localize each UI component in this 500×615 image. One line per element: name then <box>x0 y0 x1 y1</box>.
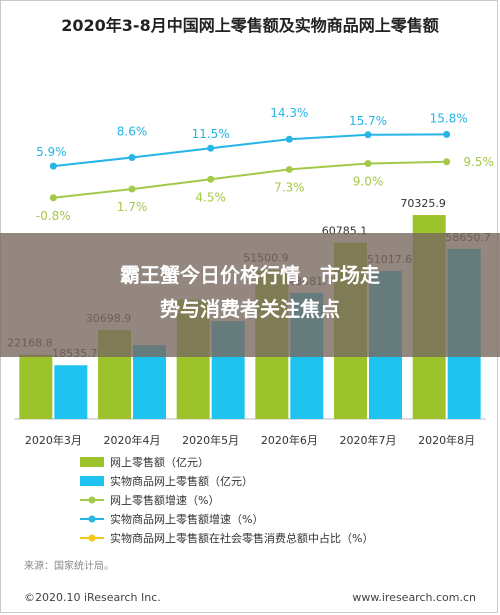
physical-growth-line-point <box>443 130 451 138</box>
source-note: 来源：国家统计局。 <box>24 561 114 572</box>
legend-bar-swatch <box>80 457 104 467</box>
online-growth-line-label: 9.5% <box>463 155 494 169</box>
chart-title: 2020年3-8月中国网上零售额及实物商品网上零售额 <box>61 16 439 35</box>
legend-label: 实物商品网上零售额（亿元） <box>110 474 253 488</box>
physical-growth-line-point <box>285 135 293 143</box>
online-growth-line-label: 7.3% <box>274 180 305 194</box>
physical-growth-line-point <box>49 162 57 170</box>
legend-label: 网上零售额增速（%） <box>110 493 219 507</box>
physical-growth-line-label: 5.9% <box>36 145 67 159</box>
online-growth-line <box>53 160 447 199</box>
physical-growth-line-point <box>128 153 136 161</box>
legend-label: 网上零售额（亿元） <box>110 455 209 469</box>
online-growth-line-point <box>128 185 136 193</box>
online-retail-bar <box>19 354 53 419</box>
headline-text: 霸王蟹今日价格行情，市场走 势与消费者关注焦点 <box>0 258 500 326</box>
online-retail-bar-label: 70325.9 <box>400 197 446 210</box>
physical-growth-line-point <box>207 144 215 152</box>
x-tick-label: 2020年7月 <box>340 433 397 447</box>
x-tick-label: 2020年3月 <box>25 433 82 447</box>
physical-growth-line <box>53 133 447 168</box>
headline-line-2: 势与消费者关注焦点 <box>160 297 340 321</box>
physical-growth-line-label: 8.6% <box>117 124 148 138</box>
physical-growth-line-label: 11.5% <box>192 127 230 141</box>
online-growth-line-point <box>364 160 372 167</box>
physical-goods-bar <box>133 345 166 419</box>
physical-goods-bar <box>54 365 88 419</box>
website-link[interactable]: www.iresearch.com.cn <box>352 591 476 604</box>
online-growth-line-point <box>49 194 57 202</box>
online-growth-line-label: 9.0% <box>353 175 384 189</box>
online-growth-line-label: 4.5% <box>195 190 226 204</box>
legend-line-marker <box>88 515 96 523</box>
online-growth-line-point <box>285 165 293 173</box>
legend-label: 实物商品网上零售额在社会零售消费总额中占比（%） <box>110 531 373 545</box>
legend-bar-swatch <box>80 476 104 486</box>
online-growth-line-point <box>443 158 451 166</box>
physical-growth-line-label: 15.7% <box>349 114 387 128</box>
x-tick-label: 2020年5月 <box>182 433 239 447</box>
copyright-text: ©2020.10 iResearch Inc. <box>24 591 161 604</box>
physical-growth-line-point <box>364 131 372 139</box>
online-growth-line-label: 1.7% <box>117 200 148 214</box>
physical-growth-line-label: 15.8% <box>430 111 468 125</box>
x-tick-label: 2020年8月 <box>418 433 475 447</box>
legend-line-marker <box>88 534 96 542</box>
x-tick-label: 2020年6月 <box>261 433 318 447</box>
headline-overlay <box>0 233 500 357</box>
online-growth-line-label: -0.8% <box>36 209 71 223</box>
x-tick-label: 2020年4月 <box>104 433 161 447</box>
online-growth-line-point <box>207 175 215 183</box>
legend-line-marker <box>88 496 96 504</box>
headline-line-1: 霸王蟹今日价格行情，市场走 <box>120 263 380 287</box>
physical-growth-line-label: 14.3% <box>270 106 308 120</box>
legend-label: 实物商品网上零售额增速（%） <box>110 512 263 526</box>
